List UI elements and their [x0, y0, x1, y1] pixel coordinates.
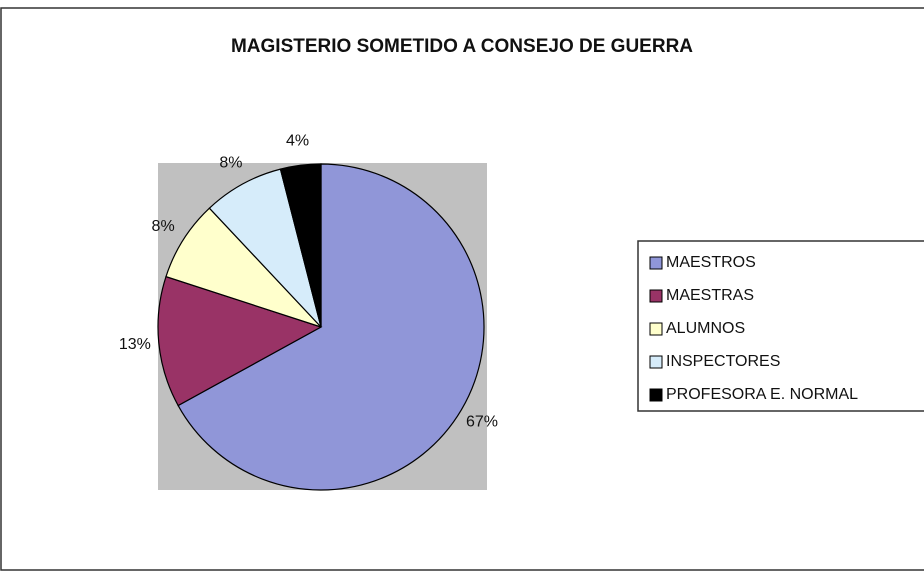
- legend-label: INSPECTORES: [666, 353, 780, 370]
- data-label: 8%: [219, 154, 242, 171]
- legend: [637, 240, 924, 412]
- legend-label: PROFESORA E. NORMAL: [666, 386, 858, 403]
- data-label: 8%: [152, 218, 175, 235]
- legend-label: ALUMNOS: [666, 320, 745, 337]
- pie-slice: [279, 163, 322, 328]
- data-label: 13%: [119, 336, 151, 353]
- data-label: 4%: [286, 133, 309, 150]
- pie-slice: [177, 163, 485, 491]
- legend-swatch: [649, 256, 663, 270]
- data-label: 67%: [466, 413, 498, 430]
- legend-swatch: [649, 388, 663, 402]
- chart-title: MAGISTERIO SOMETIDO A CONSEJO DE GUERRA: [231, 36, 693, 57]
- legend-label: MAESTRAS: [666, 287, 754, 304]
- pie-slice: [157, 275, 323, 407]
- legend-label: MAESTROS: [666, 254, 756, 271]
- legend-swatch: [649, 289, 663, 303]
- legend-swatch: [649, 322, 663, 336]
- legend-swatch: [649, 355, 663, 369]
